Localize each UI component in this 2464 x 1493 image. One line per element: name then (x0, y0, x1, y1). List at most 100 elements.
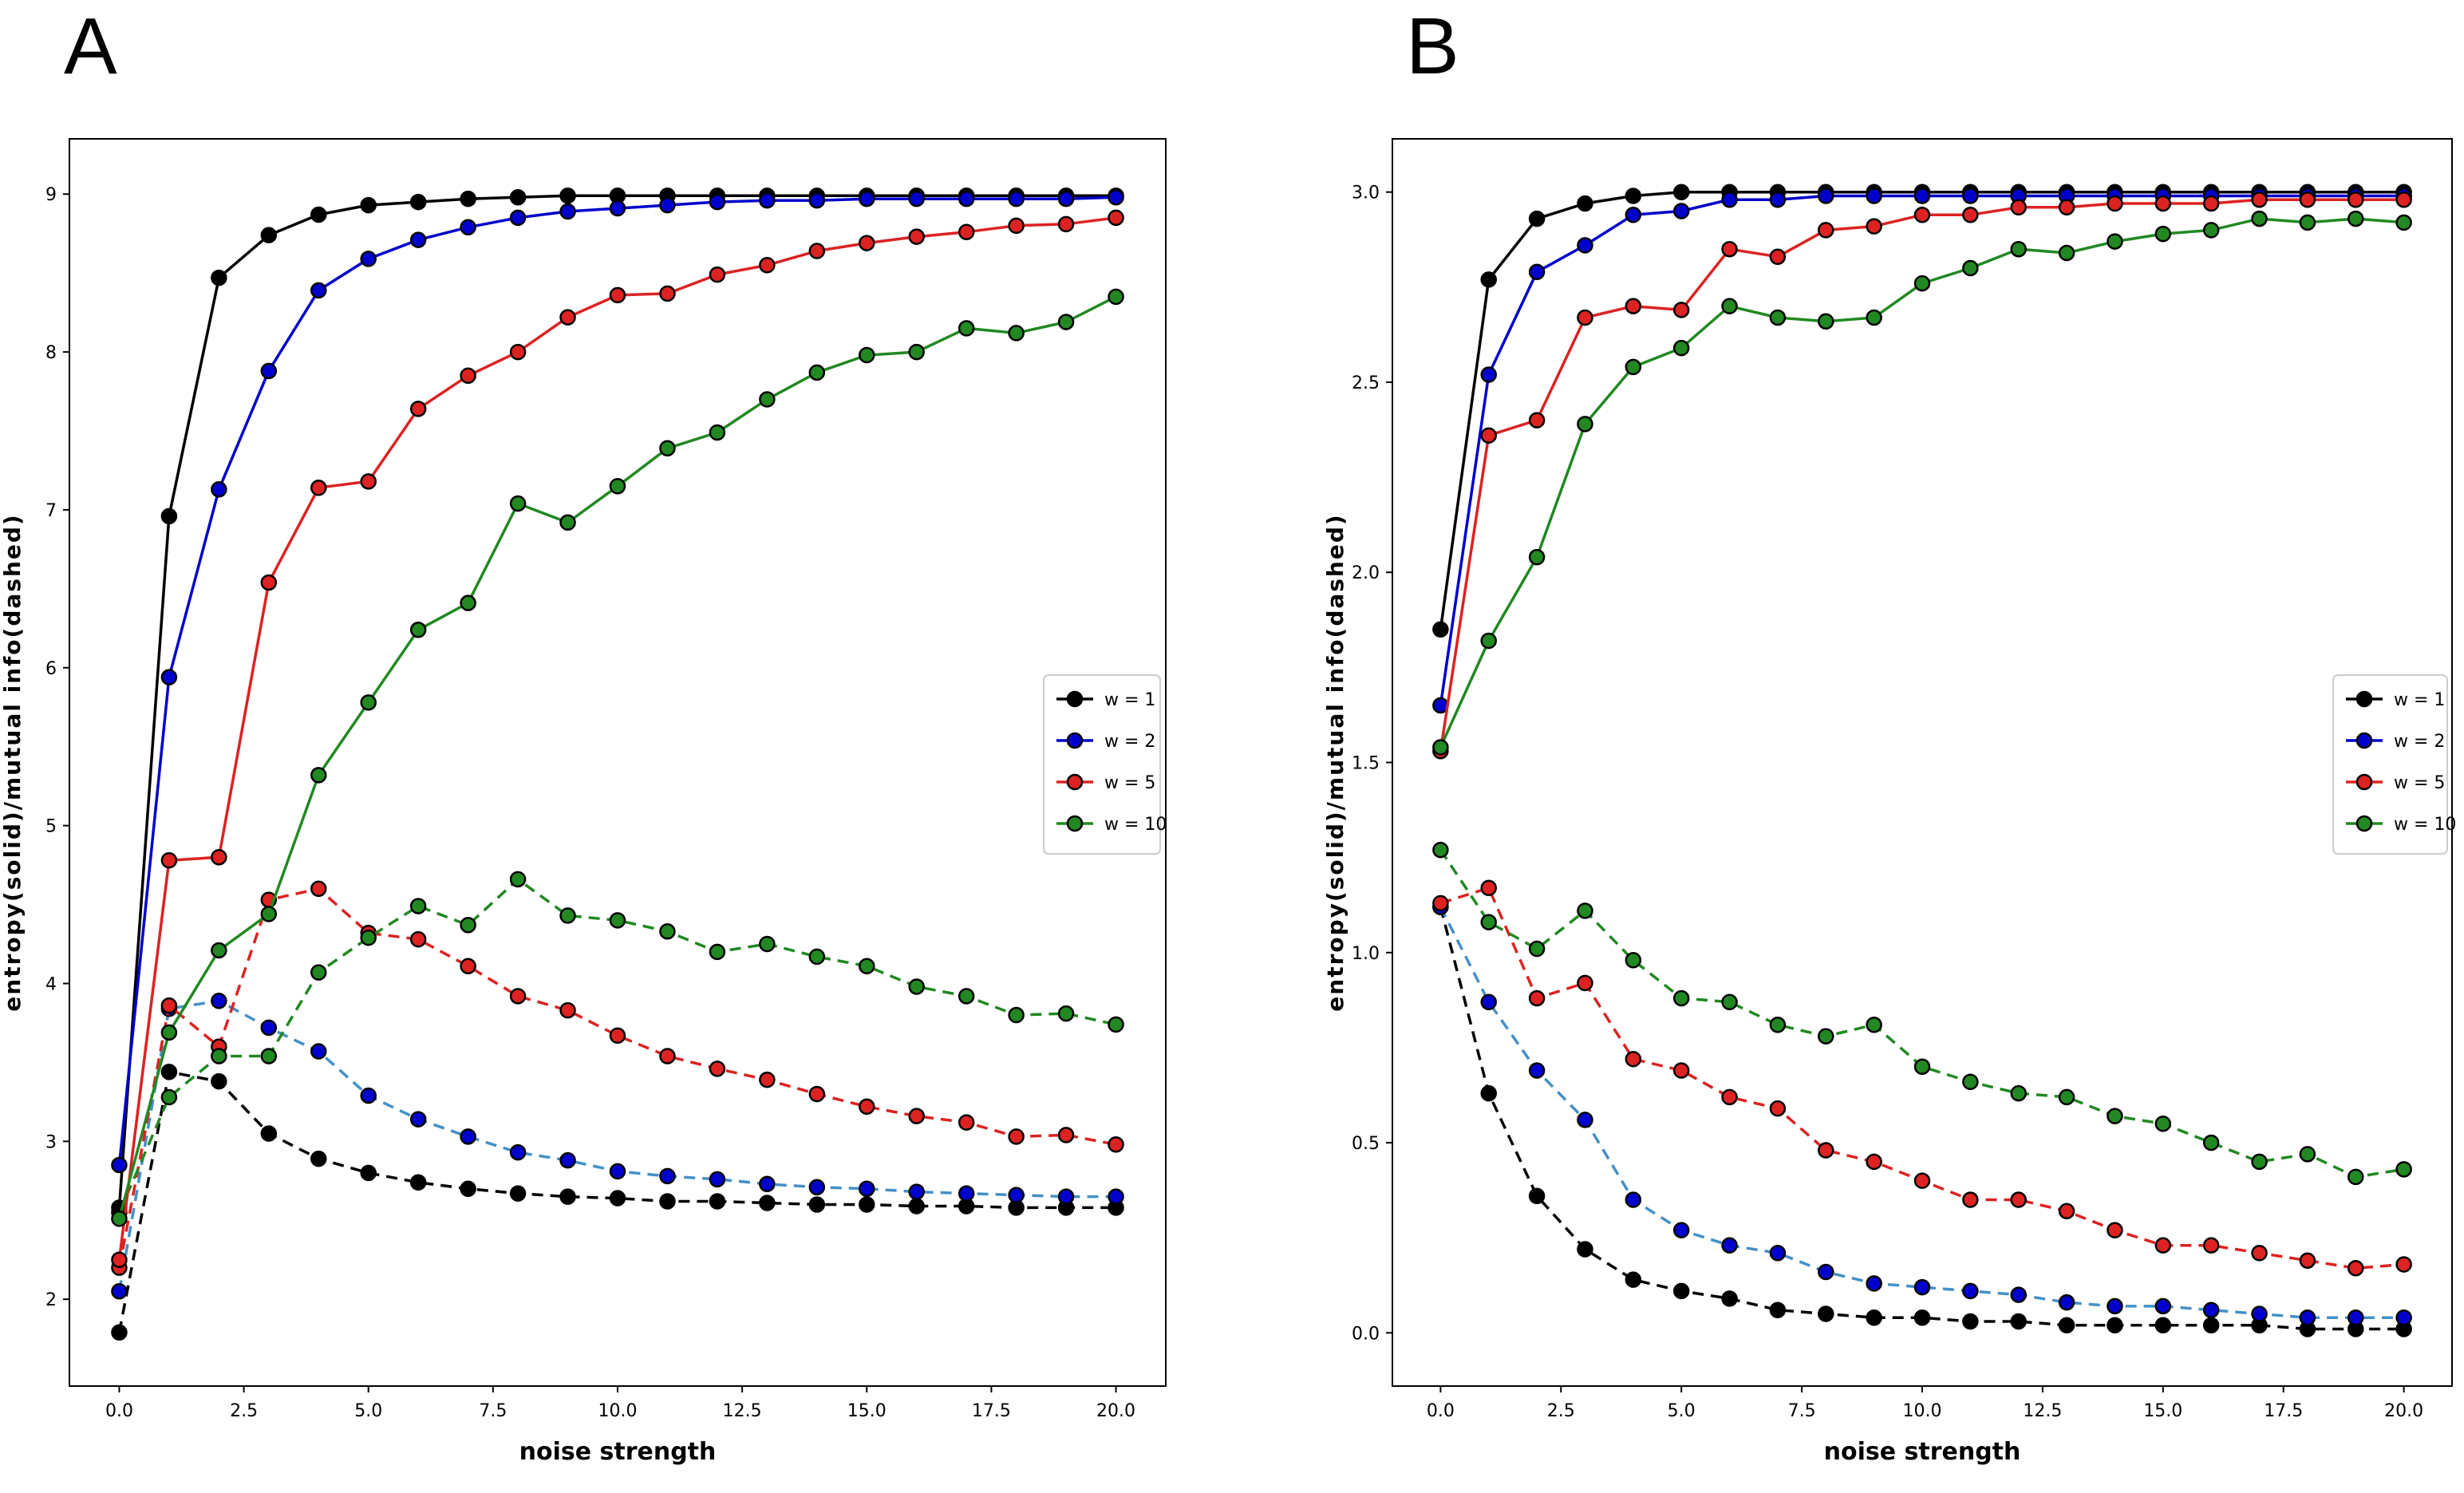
data-point (1108, 209, 1124, 227)
data-point (1962, 188, 1979, 204)
data-point (1480, 632, 1497, 650)
data-point (759, 391, 776, 408)
legend-label: w = 5 (1104, 773, 1155, 793)
data-point (460, 367, 476, 385)
data-point (2299, 1252, 2316, 1269)
data-point (460, 594, 476, 611)
series-w-1 (1432, 184, 2412, 638)
data-point (958, 988, 975, 1005)
data-point (808, 1085, 826, 1103)
data-point (1528, 548, 1546, 566)
x-axis-label: noise strength (519, 1438, 717, 1466)
data-point (1625, 207, 1642, 223)
data-point (1818, 188, 1834, 204)
data-point (1672, 1282, 1690, 1300)
legend-swatch-marker (1066, 773, 1084, 791)
data-point (509, 1185, 527, 1202)
data-point (559, 514, 576, 531)
y-tick-label: 2.5 (1352, 373, 1380, 393)
plot-frame (1392, 138, 2453, 1387)
data-point (1672, 1062, 1690, 1079)
data-point (1818, 1028, 1834, 1045)
data-point (409, 401, 427, 417)
chart-b: 0.0 2.5 5.0 7.5 10.0 12.5 15.0 17.5 20.0 0.0 0.5 1.… (1322, 138, 2456, 1466)
data-point (2348, 1260, 2364, 1277)
series-w-2-mi (111, 993, 1124, 1300)
data-point (409, 930, 427, 948)
data-point (1057, 1188, 1075, 1205)
data-point (160, 508, 178, 525)
data-point (958, 223, 975, 240)
legend-swatch-marker (2355, 732, 2373, 749)
data-point (111, 1251, 128, 1268)
data-point (360, 1164, 377, 1182)
data-point (908, 343, 925, 361)
data-point (1721, 993, 1738, 1010)
data-point (211, 269, 227, 286)
data-point (1913, 207, 1931, 223)
data-point (1625, 1191, 1642, 1208)
data-point (409, 1174, 427, 1191)
x-tick-label: 15.0 (847, 1401, 886, 1421)
data-point (2107, 1222, 2123, 1238)
data-point (808, 1179, 826, 1195)
x-tick-label: 0.0 (105, 1401, 133, 1421)
data-point (509, 495, 527, 512)
data-point (310, 479, 327, 496)
x-tick-label: 17.5 (972, 1401, 1011, 1421)
x-tick-label: 5.0 (1668, 1401, 1696, 1421)
data-point (1769, 248, 1787, 265)
data-point (1528, 210, 1546, 227)
data-point (260, 362, 278, 380)
data-point (1528, 1187, 1546, 1204)
data-point (2154, 1115, 2172, 1132)
data-point (1962, 207, 1979, 223)
data-point (1672, 184, 1690, 200)
x-tick-label: 7.5 (479, 1401, 507, 1421)
data-point (2299, 191, 2316, 208)
data-point (1625, 358, 1642, 376)
y-axis-label: entropy(solid)/mutual info(dashed) (0, 513, 26, 1011)
data-point (1962, 1191, 1979, 1208)
data-point (659, 1193, 676, 1210)
data-point (2348, 210, 2364, 227)
data-point (1480, 914, 1497, 930)
data-point (709, 424, 726, 441)
data-point (808, 1196, 826, 1213)
data-point (2202, 1301, 2220, 1318)
x-tick-label: 10.0 (1903, 1401, 1942, 1421)
data-point (1913, 1058, 1931, 1075)
data-point (1108, 188, 1124, 206)
data-point (1866, 1017, 1882, 1033)
x-tick-label: 20.0 (2384, 1401, 2423, 1421)
series-w-10-mi (1432, 841, 2412, 1186)
data-point (310, 880, 327, 898)
data-point (2010, 1313, 2027, 1330)
data-point (1480, 366, 1497, 383)
data-point (709, 266, 726, 283)
data-point (759, 257, 776, 274)
data-point (859, 1180, 875, 1197)
data-point (1008, 1006, 1025, 1024)
data-point (1008, 217, 1025, 235)
data-point (1818, 1142, 1834, 1159)
data-point (1528, 1062, 1546, 1079)
data-point (1577, 903, 1593, 919)
data-point (2058, 199, 2075, 216)
data-point (1721, 1237, 1738, 1254)
data-point (360, 694, 377, 711)
data-point (1625, 1050, 1642, 1068)
legend-box (1043, 674, 1161, 855)
series-line (117, 295, 1117, 1219)
data-point (1008, 1128, 1025, 1145)
series-w-5-mi (111, 880, 1124, 1276)
data-point (859, 190, 875, 207)
data-point (1625, 1271, 1642, 1288)
data-point (859, 346, 875, 364)
data-point (2202, 1317, 2220, 1334)
data-point (1432, 739, 1449, 756)
legend-swatch-marker (2355, 690, 2373, 708)
data-point (609, 912, 626, 929)
data-point (859, 1196, 875, 1213)
data-point (1108, 1016, 1124, 1033)
